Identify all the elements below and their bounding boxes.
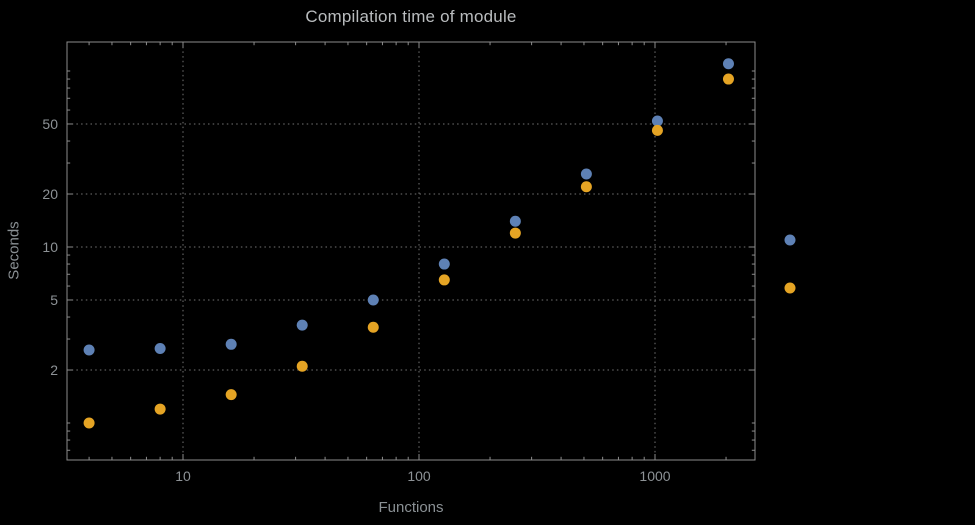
x-tick-label: 1000: [639, 468, 670, 484]
data-point-series-1: [154, 343, 166, 355]
data-point-series-1: [438, 258, 450, 270]
y-tick-label: 5: [50, 292, 58, 308]
data-point-series-1: [296, 319, 308, 331]
data-point-series-2: [651, 124, 663, 136]
y-tick-label: 20: [42, 186, 58, 202]
data-point-series-2: [367, 321, 379, 333]
data-point-series-1: [722, 58, 734, 70]
y-tick-label: 50: [42, 116, 58, 132]
data-point-series-2: [154, 403, 166, 415]
data-point-series-2: [296, 360, 308, 372]
data-point-series-2: [225, 389, 237, 401]
data-point-series-2: [509, 227, 521, 239]
data-point-series-1: [225, 338, 237, 350]
data-point-series-1: [580, 168, 592, 180]
y-tick-label: 10: [42, 239, 58, 255]
legend-marker: [784, 282, 796, 294]
x-axis-label: Functions: [378, 499, 444, 516]
data-point-series-2: [722, 73, 734, 85]
data-point-series-1: [651, 115, 663, 127]
y-tick-label: 2: [50, 362, 58, 378]
data-point-series-2: [83, 417, 95, 429]
plot-frame: [66, 41, 756, 461]
x-tick-label: 10: [175, 468, 191, 484]
data-point-series-1: [367, 294, 379, 306]
legend-marker: [784, 234, 796, 246]
chart-title: Compilation time of module: [305, 7, 517, 26]
y-axis-label: Seconds: [5, 221, 23, 280]
x-tick-label: 100: [407, 468, 431, 484]
data-point-series-1: [83, 344, 95, 356]
data-point-series-2: [580, 181, 592, 193]
data-point-series-2: [438, 274, 450, 286]
data-point-series-1: [509, 215, 521, 227]
